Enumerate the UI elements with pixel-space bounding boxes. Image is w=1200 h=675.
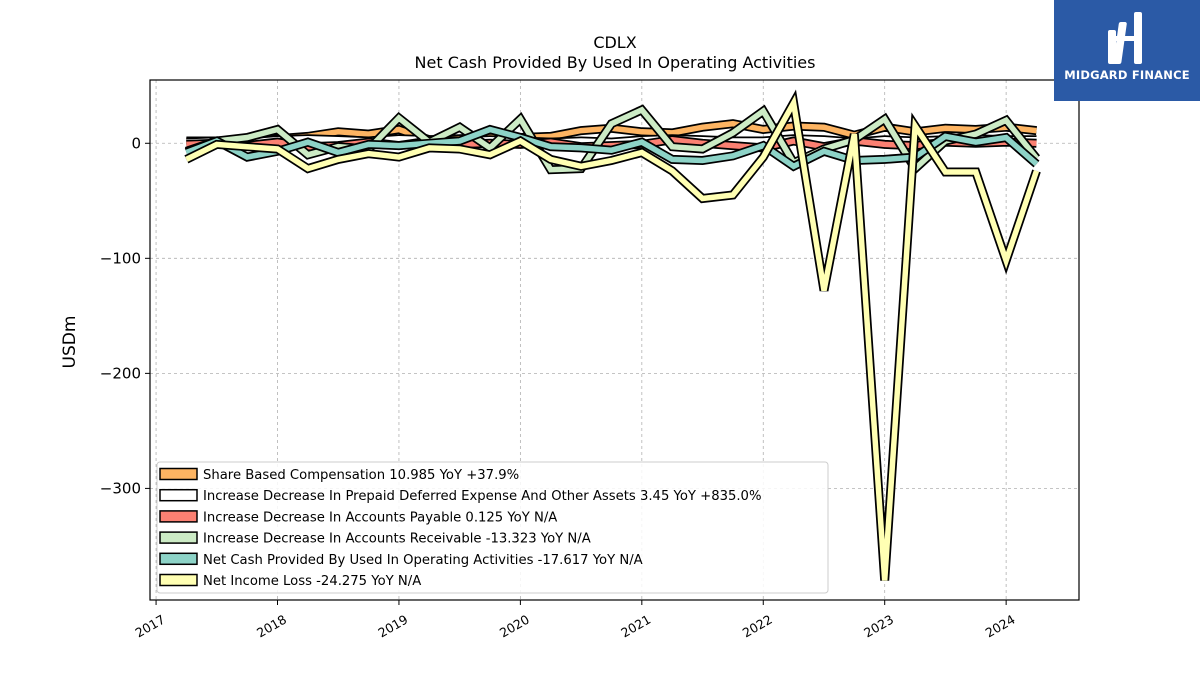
series-stroke bbox=[185, 94, 1040, 581]
x-tick-label: 2019 bbox=[375, 612, 410, 641]
legend: Share Based Compensation 10.985 YoY +37.… bbox=[156, 461, 829, 594]
legend-swatch bbox=[159, 552, 198, 566]
y-tick-label: 0 bbox=[131, 134, 141, 152]
y-axis-label: USDm bbox=[60, 316, 80, 369]
x-tick-label: 2020 bbox=[497, 612, 532, 641]
x-tick-label: 2024 bbox=[983, 612, 1018, 641]
legend-swatch bbox=[159, 573, 198, 587]
legend-label: Share Based Compensation 10.985 YoY +37.… bbox=[203, 468, 519, 483]
logo-text: MIDGARD FINANCE bbox=[1064, 68, 1190, 82]
x-tick-label: 2021 bbox=[618, 612, 653, 641]
legend-label: Net Income Loss -24.275 YoY N/A bbox=[203, 574, 421, 589]
legend-label: Increase Decrease In Accounts Payable 0.… bbox=[203, 510, 557, 525]
brand-logo: MIDGARD FINANCE bbox=[1054, 0, 1200, 101]
series-stroke bbox=[185, 126, 1039, 170]
chart-title: CDLX bbox=[593, 33, 636, 52]
y-tick-label: −300 bbox=[100, 479, 141, 497]
plot-lines bbox=[184, 89, 1041, 581]
y-tick-label: −200 bbox=[100, 364, 141, 382]
x-tick-label: 2023 bbox=[861, 612, 896, 641]
series-line-5 bbox=[184, 89, 1041, 581]
legend-box bbox=[156, 461, 829, 594]
legend-swatch bbox=[159, 488, 198, 502]
y-tick-label: −100 bbox=[100, 249, 141, 267]
legend-swatch bbox=[159, 531, 198, 544]
legend-swatch bbox=[159, 510, 198, 523]
series-line-4 bbox=[184, 124, 1040, 172]
legend-label: Increase Decrease In Prepaid Deferred Ex… bbox=[203, 489, 761, 504]
x-tick-label: 2022 bbox=[740, 612, 775, 641]
legend-label: Increase Decrease In Accounts Receivable… bbox=[203, 532, 591, 547]
plot-frame bbox=[149, 79, 1080, 601]
legend-swatch bbox=[159, 467, 198, 481]
logo-mark-icon bbox=[1108, 12, 1142, 64]
chart-subtitle: Net Cash Provided By Used In Operating A… bbox=[415, 53, 816, 72]
legend-label: Net Cash Provided By Used In Operating A… bbox=[203, 553, 643, 568]
x-tick-label: 2018 bbox=[254, 612, 289, 641]
x-tick-label: 2017 bbox=[133, 612, 168, 641]
